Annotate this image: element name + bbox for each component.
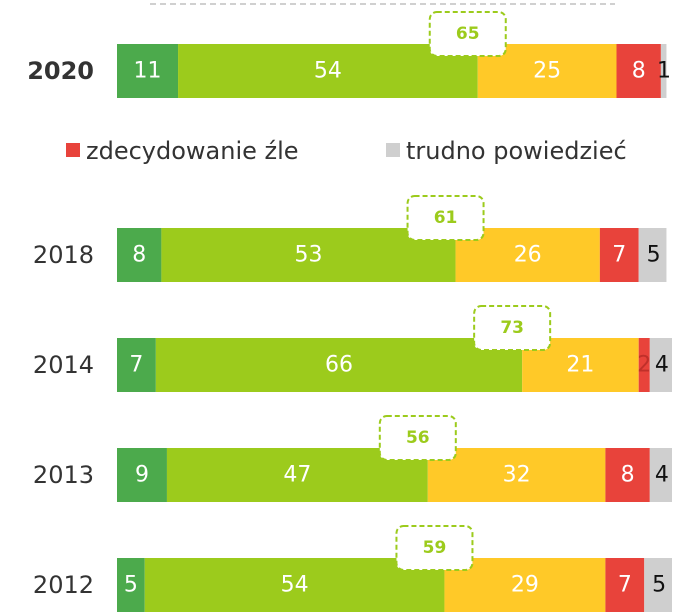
bar-segment [638, 228, 667, 282]
data-label: 53 [294, 243, 322, 268]
bar-segment [660, 44, 667, 98]
data-label: 4 [655, 463, 669, 488]
total-label: 59 [423, 538, 447, 558]
bar-segment [427, 448, 606, 502]
legend-swatch [66, 143, 80, 157]
data-label: 5 [124, 573, 138, 598]
bar-segment [649, 448, 672, 502]
total-box [428, 11, 507, 57]
data-label: 7 [618, 573, 632, 598]
y-tick-label: 2020 [27, 57, 94, 85]
y-tick-label: 2018 [33, 241, 94, 269]
total-box [473, 305, 552, 351]
data-label: 1 [657, 59, 671, 84]
total-label: 73 [500, 318, 524, 338]
bar-segment [638, 338, 650, 392]
total-box [378, 415, 457, 461]
data-label: 29 [511, 573, 539, 598]
bar-segment [117, 448, 167, 502]
bar-segment [605, 448, 650, 502]
data-label: 7 [129, 353, 143, 378]
legend-label: zdecydowanie źle [86, 137, 299, 165]
data-label: 5 [647, 243, 661, 268]
total-box [406, 195, 485, 241]
total-label: 61 [434, 208, 458, 228]
bar-segment [117, 338, 156, 392]
bar-segment [117, 228, 162, 282]
bar-segment [178, 44, 478, 98]
total-label: 65 [456, 24, 480, 44]
y-tick-label: 2013 [33, 461, 94, 489]
data-label: 8 [132, 243, 146, 268]
data-label: 47 [283, 463, 311, 488]
data-label: 8 [621, 463, 635, 488]
bar-segment [649, 338, 672, 392]
legend-label: trudno powiedzieć [406, 137, 627, 165]
bar-segment [599, 228, 639, 282]
bar-segment [616, 44, 661, 98]
bar-segment [117, 44, 179, 98]
bar-segment [155, 338, 523, 392]
data-label: 2 [637, 353, 651, 378]
data-label: 11 [134, 59, 162, 84]
total-box [395, 525, 474, 571]
data-label: 54 [314, 59, 342, 84]
data-label: 66 [325, 353, 353, 378]
bar-segment [144, 558, 445, 612]
data-label: 26 [514, 243, 542, 268]
data-label: 54 [281, 573, 309, 598]
y-tick-label: 2012 [33, 571, 94, 599]
data-label: 32 [503, 463, 531, 488]
data-label: 5 [652, 573, 666, 598]
legend-swatch [386, 143, 400, 157]
data-label: 9 [135, 463, 149, 488]
bar-segment [117, 558, 145, 612]
data-label: 4 [655, 353, 669, 378]
y-tick-label: 2014 [33, 351, 94, 379]
data-label: 21 [566, 353, 594, 378]
bar-segment [644, 558, 672, 612]
bar-segment [161, 228, 456, 282]
data-label: 8 [632, 59, 646, 84]
bar-segment [605, 558, 645, 612]
data-label: 7 [612, 243, 626, 268]
data-label: 25 [533, 59, 561, 84]
total-label: 56 [406, 428, 430, 448]
